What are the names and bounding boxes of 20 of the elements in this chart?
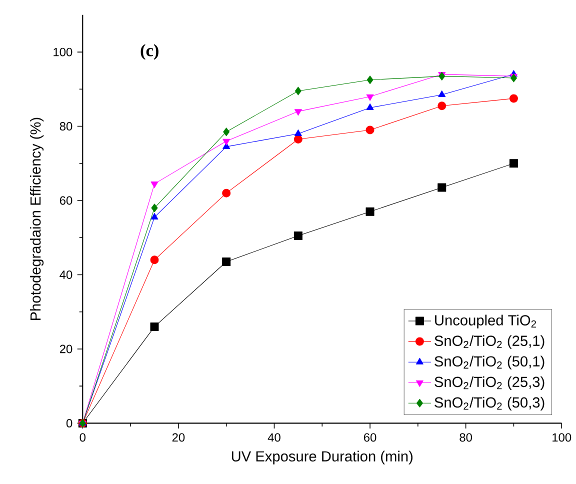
- legend-label: SnO$_{2}$/TiO$_{2}$ (25,3): [434, 376, 544, 390]
- x-tick-label: 40: [268, 433, 280, 442]
- x-axis-title: UV Exposure Duration (min): [232, 450, 412, 464]
- y-tick-label: 100: [54, 48, 72, 56]
- x-tick-label: 80: [460, 433, 472, 442]
- legend-label: Uncoupled TiO$_{2}$: [435, 314, 536, 328]
- x-tick-label: 0: [80, 433, 86, 442]
- x-tick-label: 20: [172, 433, 185, 442]
- legend-label: SnO$_{2}$/TiO$_{2}$ (25,1): [434, 335, 544, 349]
- y-tick-label: 0: [66, 418, 72, 428]
- y-tick-label: 20: [60, 344, 72, 354]
- legend-label: SnO$_{2}$/TiO$_{2}$ (50,1): [434, 356, 544, 370]
- y-tick-label: 80: [60, 122, 72, 131]
- legend-label: SnO$_{2}$/TiO$_{2}$ (50,3): [434, 396, 544, 411]
- x-tick-label: 60: [364, 433, 376, 442]
- y-tick-label: 60: [60, 196, 72, 205]
- y-axis-title: Photodegradaion Efficiency (%): [30, 118, 44, 320]
- annotation: (c): [140, 44, 158, 60]
- x-tick-label: 100: [552, 433, 572, 442]
- y-tick-label: 40: [60, 270, 72, 280]
